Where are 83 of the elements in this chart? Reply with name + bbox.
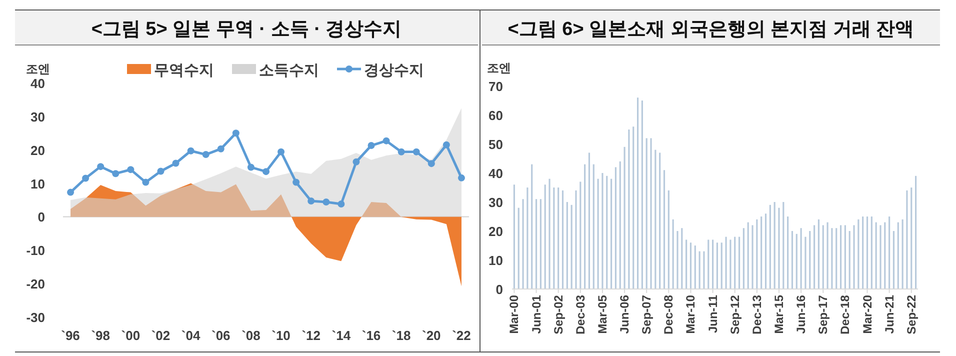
x-tick-label: Dec-13 (750, 294, 764, 334)
x-tick-label: `02 (151, 328, 170, 343)
point (97, 163, 104, 170)
x-tick-label: Dec-08 (662, 294, 676, 334)
y-tick-label: 30 (488, 195, 503, 210)
x-tick-label: `96 (61, 328, 80, 343)
y-tick-label: 60 (488, 108, 503, 123)
x-tick-label: Jun-21 (882, 294, 896, 334)
x-tick-label: Sep-17 (816, 294, 830, 334)
y-tick-label: 20 (488, 224, 503, 239)
x-tick-label: Sep-07 (640, 294, 654, 334)
x-tick-label: Sep-22 (904, 294, 918, 334)
x-tick-label: `12 (302, 328, 321, 343)
chart-title: <그림 6> 일본소재 외국은행의 본지점 거래 잔액 (508, 19, 914, 40)
x-tick-label: `08 (242, 328, 260, 343)
y-axis-title: 조엔 (26, 62, 50, 76)
point (157, 168, 164, 175)
x-tick-label: `10 (272, 328, 290, 343)
y-tick-label: -10 (26, 243, 45, 258)
point (262, 168, 270, 176)
point (428, 160, 435, 168)
x-tick-label: Mar-20 (860, 294, 874, 334)
y-tick-label: 20 (30, 142, 45, 158)
x-tick-label: Jun-11 (706, 294, 720, 334)
point (127, 166, 134, 174)
point (412, 148, 420, 156)
x-tick-label: Mar-00 (507, 294, 522, 334)
point (142, 178, 150, 186)
point (352, 158, 360, 166)
y-tick-label: 70 (488, 79, 503, 94)
point (202, 151, 210, 158)
point (442, 141, 450, 148)
x-tick-label: Mar-05 (595, 294, 610, 334)
x-tick-label: `16 (362, 328, 381, 343)
x-tick-label: `18 (392, 328, 411, 343)
point (458, 174, 465, 182)
point (232, 130, 240, 137)
x-tick-label: Dec-03 (573, 294, 588, 334)
y-tick-label: 40 (30, 76, 45, 91)
x-tick-label: Sep-02 (551, 294, 566, 334)
y-tick-label: 30 (30, 109, 45, 124)
y-tick-label: 0 (38, 210, 45, 225)
x-tick-label: Sep-12 (728, 294, 742, 334)
y-tick-label: 0 (496, 282, 503, 297)
x-tick-label: `04 (181, 328, 201, 343)
point (278, 148, 285, 156)
point (67, 188, 74, 196)
point (338, 200, 345, 208)
point (308, 198, 315, 205)
x-tick-label: `22 (452, 328, 471, 343)
x-tick-label: Dec-18 (838, 294, 852, 334)
x-tick-label: `00 (121, 328, 140, 343)
y-axis-title: 조엔 (487, 61, 511, 75)
x-tick-label: Jun-01 (529, 294, 544, 334)
x-tick-label: Mar-15 (772, 294, 786, 334)
y-tick-label: -30 (26, 310, 45, 325)
x-tick-label: `14 (332, 328, 352, 343)
x-tick-label: `06 (211, 328, 230, 343)
chart-title: <그림 5> 일본 무역 · 소득 · 경상수지 (91, 19, 402, 40)
point (187, 147, 194, 154)
point (172, 160, 180, 167)
y-tick-label: 40 (488, 166, 503, 181)
point (217, 145, 224, 152)
point (398, 148, 405, 156)
point (82, 174, 90, 182)
x-tick-label: `98 (91, 328, 110, 343)
legend-label: 무역수지 (154, 62, 214, 79)
x-tick-label: Mar-10 (684, 294, 698, 334)
y-tick-label: -20 (26, 276, 45, 292)
point (382, 137, 390, 144)
legend-label: 경상수지 (364, 62, 424, 79)
legend-label: 소득수지 (259, 62, 319, 79)
y-tick-label: 10 (488, 253, 503, 268)
x-tick-label: `20 (422, 328, 441, 343)
x-tick-label: Jun-16 (794, 294, 808, 334)
point (247, 164, 254, 171)
point (322, 198, 330, 206)
x-tick-label: Jun-06 (618, 294, 632, 334)
point (112, 170, 120, 178)
point (292, 178, 300, 186)
y-tick-label: 10 (30, 176, 45, 192)
y-tick-label: 50 (488, 137, 503, 152)
point (368, 142, 375, 150)
